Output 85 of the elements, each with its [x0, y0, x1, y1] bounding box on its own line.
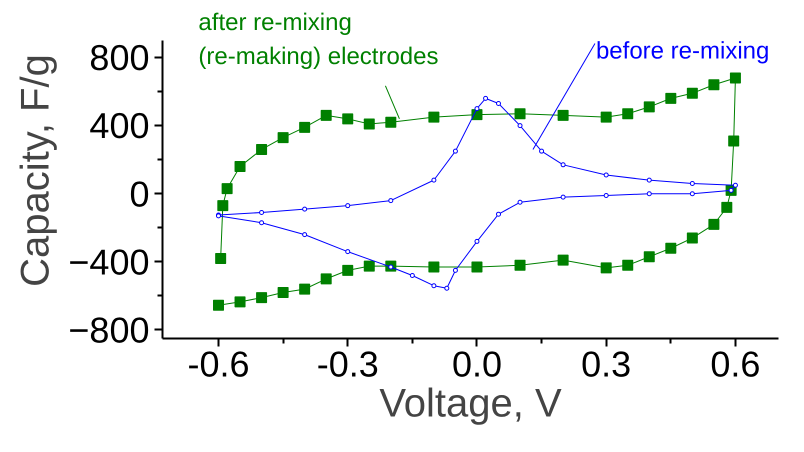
- point: [256, 292, 268, 304]
- point: [604, 172, 609, 178]
- y-tick-label: 0: [129, 173, 150, 214]
- x-tick-label: 0.3: [581, 344, 632, 384]
- point: [518, 123, 523, 128]
- point: [452, 148, 458, 154]
- point: [302, 232, 308, 238]
- point: [622, 108, 634, 120]
- point: [646, 178, 652, 183]
- point: [364, 260, 375, 272]
- annotation: after re-mixing (re-making) electrodes: [198, 8, 439, 70]
- y-tick-label: −800: [68, 309, 150, 350]
- point: [721, 202, 732, 213]
- point: [560, 194, 566, 200]
- point: [342, 264, 354, 276]
- point: [217, 200, 228, 212]
- point: [278, 287, 289, 298]
- point: [342, 113, 354, 124]
- point: [431, 178, 436, 183]
- point: [471, 261, 482, 272]
- point: [320, 110, 332, 121]
- point: [686, 88, 698, 99]
- point: [539, 148, 544, 154]
- point: [665, 242, 676, 254]
- point: [278, 132, 289, 144]
- point: [474, 106, 480, 112]
- point: [730, 72, 741, 84]
- point: [345, 249, 350, 254]
- point: [600, 262, 612, 274]
- point: [213, 300, 224, 311]
- point: [364, 118, 375, 130]
- point: [256, 144, 268, 155]
- x-tick-label: 0.6: [710, 344, 760, 384]
- y-tick-label: −400: [68, 241, 150, 282]
- point: [686, 232, 698, 244]
- point: [299, 122, 310, 133]
- point: [644, 101, 655, 112]
- point: [558, 110, 569, 121]
- point: [259, 220, 264, 226]
- x-tick-label: 0.0: [452, 344, 502, 384]
- point: [234, 296, 246, 308]
- point: [444, 286, 450, 291]
- point: [558, 254, 569, 266]
- point: [431, 283, 436, 288]
- point: [560, 162, 566, 168]
- point: [222, 183, 233, 194]
- point: [732, 182, 738, 188]
- point: [428, 112, 440, 123]
- point: [518, 200, 523, 205]
- point: [646, 191, 652, 196]
- point: [428, 261, 440, 272]
- point: [385, 116, 396, 128]
- point: [690, 181, 695, 186]
- point: [259, 210, 264, 215]
- point: [302, 206, 308, 212]
- y-axis-title: Capacity, F/g: [13, 54, 58, 287]
- point: [665, 92, 676, 104]
- point: [320, 273, 332, 284]
- point: [690, 191, 695, 196]
- point: [728, 135, 740, 146]
- point: [215, 252, 226, 264]
- x-axis-title: Voltage, V: [379, 382, 562, 426]
- point: [452, 268, 458, 273]
- point: [514, 260, 526, 271]
- point: [474, 238, 480, 244]
- point: [299, 284, 310, 295]
- point: [622, 260, 634, 271]
- point: [600, 112, 612, 123]
- point: [604, 192, 609, 198]
- point: [496, 101, 501, 106]
- point: [514, 108, 526, 120]
- point: [708, 79, 720, 90]
- point: [345, 203, 350, 208]
- y-tick-label: 400: [89, 105, 150, 146]
- annotation: before re-mixing: [596, 37, 770, 64]
- y-tick-label: 800: [89, 37, 150, 78]
- point: [234, 161, 246, 172]
- point: [388, 198, 394, 204]
- point: [708, 218, 720, 230]
- x-tick-label: -0.3: [316, 344, 379, 384]
- x-tick-label: -0.6: [187, 344, 250, 384]
- point: [496, 212, 501, 217]
- point: [410, 273, 415, 278]
- point: [483, 96, 488, 101]
- point: [644, 251, 655, 262]
